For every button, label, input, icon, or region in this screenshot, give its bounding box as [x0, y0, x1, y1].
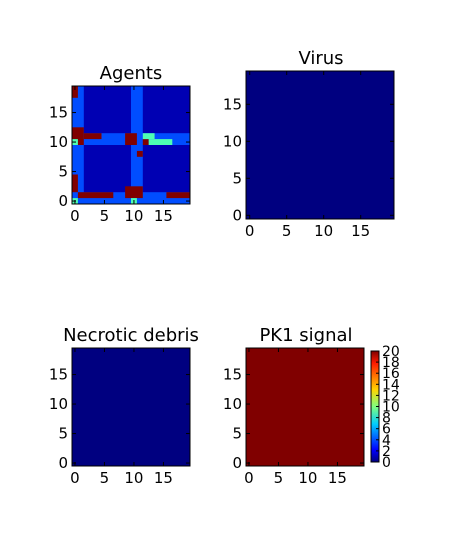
colorbar-tick-label: 20 — [382, 344, 400, 360]
panel-necrotic-debris: Necrotic debris 0 5 10 15 0 5 10 15 — [49, 325, 199, 487]
panel-agents: Agents 0 5 10 15 0 5 10 15 — [49, 63, 191, 225]
heatmap-cell-block — [72, 174, 78, 193]
heatmap-plot-area: 0 5 10 15 0 5 10 15 — [223, 70, 395, 240]
x-tick-label: 0 — [70, 469, 80, 487]
y-tick-label: 10 — [223, 395, 242, 413]
x-tick-label: 15 — [154, 207, 173, 225]
heatmap-background — [246, 71, 394, 219]
x-tick-label: 0 — [244, 469, 254, 487]
plot-frame — [71, 347, 191, 467]
colorbar-tick-label: 18 — [382, 355, 400, 371]
heatmap-cell-block — [77, 192, 114, 199]
colorbar-tick-label: 14 — [382, 377, 400, 393]
heatmap-background — [246, 348, 364, 466]
heatmap-cell-block — [125, 133, 137, 145]
colorbar-tick-label: 4 — [382, 433, 391, 449]
panel-title: Agents — [100, 63, 163, 84]
x-tick-label: 15 — [154, 469, 173, 487]
colorbar-tick-label: 8 — [382, 411, 391, 427]
colorbar-tick-label: 12 — [382, 388, 400, 404]
x-tick-label: 10 — [124, 207, 143, 225]
y-tick-label: 0 — [58, 192, 68, 210]
panel-title: PK1 signal — [259, 325, 352, 346]
x-tick-label: 5 — [100, 469, 110, 487]
heatmap-cell-block — [142, 139, 149, 145]
heatmap-plot-area: 0 5 10 15 0 5 10 15 — [223, 347, 365, 487]
y-tick-label: 15 — [223, 95, 242, 113]
y-tick-label: 15 — [49, 366, 68, 384]
y-tick-label: 10 — [223, 132, 242, 150]
y-tick-label: 0 — [58, 454, 68, 472]
x-tick-label: 10 — [314, 222, 333, 240]
x-tick-label: 15 — [351, 222, 370, 240]
colorbar-tick-label: 10 — [382, 400, 400, 416]
heatmap-background — [72, 348, 190, 466]
heatmap-plot-area: 0 5 10 15 0 5 10 15 — [49, 85, 191, 225]
heatmap-cell-block — [166, 192, 190, 199]
y-tick-label: 10 — [49, 395, 68, 413]
heatmap-cell-block — [72, 127, 84, 145]
colorbar-tick-label: 16 — [382, 366, 400, 382]
heatmap-cell-block — [148, 139, 173, 145]
heatmap-cell-block — [136, 150, 143, 157]
y-tick-label: 15 — [49, 104, 68, 122]
x-tick-label: 10 — [124, 469, 143, 487]
y-tick-label: 0 — [232, 454, 242, 472]
x-tick-label: 10 — [298, 469, 317, 487]
x-tick-label: 5 — [100, 207, 110, 225]
heatmap-cell-block — [125, 186, 143, 199]
x-tick-label: 5 — [274, 469, 284, 487]
y-tick-label: 10 — [49, 133, 68, 151]
panel-virus: Virus 0 5 10 15 0 5 10 15 — [223, 48, 395, 240]
heatmap-cell-block — [72, 86, 78, 98]
colorbar-tick-label: 6 — [382, 422, 391, 438]
heatmap-plot-area: 0 5 10 15 0 5 10 15 — [49, 347, 191, 487]
panel-pk1-signal: PK1 signal 0 5 10 15 0 5 10 15 — [223, 325, 365, 487]
y-tick-label: 0 — [232, 206, 242, 224]
heatmap-cell-block — [142, 133, 155, 140]
plot-frame — [245, 347, 365, 467]
colorbar-tick-label: 0 — [382, 455, 391, 471]
heatmap-cell-block — [83, 133, 102, 140]
colorbar-tick-label: 2 — [382, 444, 391, 460]
y-tick-label: 5 — [232, 169, 242, 187]
y-tick-label: 15 — [223, 366, 242, 384]
panel-title: Virus — [298, 48, 343, 69]
y-tick-label: 5 — [58, 425, 68, 443]
y-tick-label: 5 — [232, 425, 242, 443]
plot-frame — [71, 85, 191, 205]
x-tick-label: 0 — [70, 207, 80, 225]
panel-title: Necrotic debris — [63, 325, 199, 346]
plot-frame — [245, 70, 395, 220]
y-tick-label: 5 — [58, 163, 68, 181]
x-tick-label: 15 — [328, 469, 347, 487]
x-tick-label: 0 — [245, 222, 255, 240]
x-tick-label: 5 — [282, 222, 292, 240]
